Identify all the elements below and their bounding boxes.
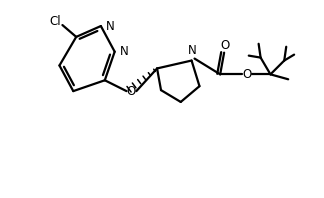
Text: O: O — [220, 39, 230, 52]
Text: O: O — [242, 68, 251, 81]
Text: N: N — [188, 44, 197, 57]
Text: O: O — [127, 85, 136, 98]
Text: N: N — [106, 20, 115, 32]
Text: N: N — [120, 45, 128, 58]
Text: Cl: Cl — [50, 15, 61, 28]
